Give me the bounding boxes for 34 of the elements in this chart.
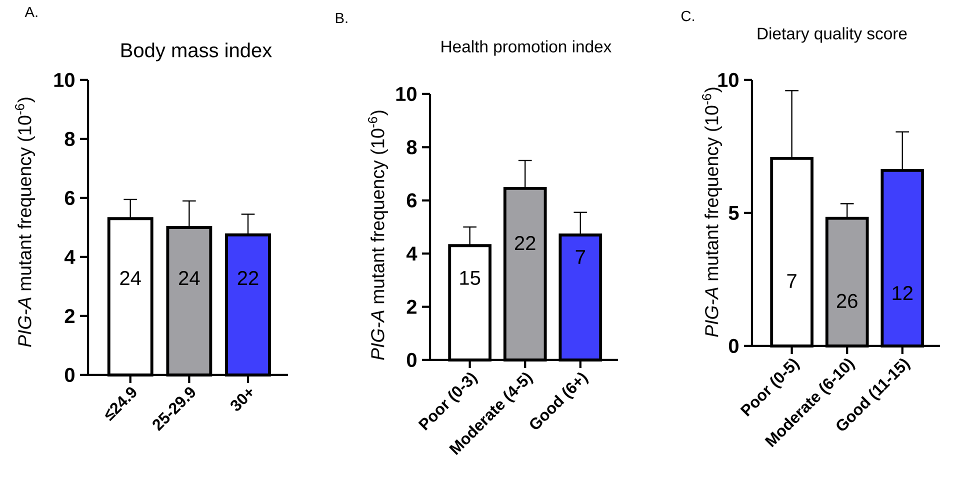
y-tick-label: 10: [396, 86, 416, 102]
y-tick-label: 6: [406, 193, 417, 208]
y-tick-label: 6: [64, 190, 75, 206]
text: A.: [24, 6, 38, 18]
y-tick-label: 10: [718, 72, 738, 88]
annotation: 24: [179, 271, 200, 285]
y-tick-label: 2: [64, 309, 74, 323]
y-tick-label: 4: [64, 250, 76, 264]
y-tick-label: 0: [728, 338, 738, 354]
annotation: 26: [836, 294, 858, 308]
annotation: 7: [576, 250, 585, 264]
annotation: 15: [460, 271, 480, 285]
chart-title: Dietary quality score: [758, 27, 907, 43]
x-tick-label: 30+: [230, 389, 252, 411]
y-tick-label: 5: [728, 206, 739, 220]
chart-title: Body mass index: [121, 42, 272, 62]
y-tick-label: 2: [406, 300, 416, 314]
text: C.: [681, 10, 694, 22]
chart-title: Health promotion index: [442, 40, 612, 56]
annotation: 7: [787, 274, 796, 288]
annotation: 12: [892, 286, 913, 300]
text: B.: [336, 12, 348, 24]
y-tick-label: 8: [406, 140, 417, 154]
annotation: 24: [120, 271, 141, 285]
y-axis-title: PIG-A mutant frequency (10$^{-6}$): [15, 98, 35, 347]
y-tick-label: 10: [54, 72, 74, 88]
y-axis-title: PIG-A mutant frequency (10$^{-6}$): [702, 88, 722, 337]
y-tick-label: 0: [64, 368, 74, 382]
y-tick-label: 4: [406, 246, 418, 260]
y-axis-title: PIG-A mutant frequency (10$^{-6}$): [368, 110, 388, 360]
y-tick-label: 0: [406, 352, 416, 368]
y-tick-label: 8: [64, 132, 75, 146]
annotation: 22: [514, 236, 536, 250]
annotation: 22: [238, 271, 258, 285]
